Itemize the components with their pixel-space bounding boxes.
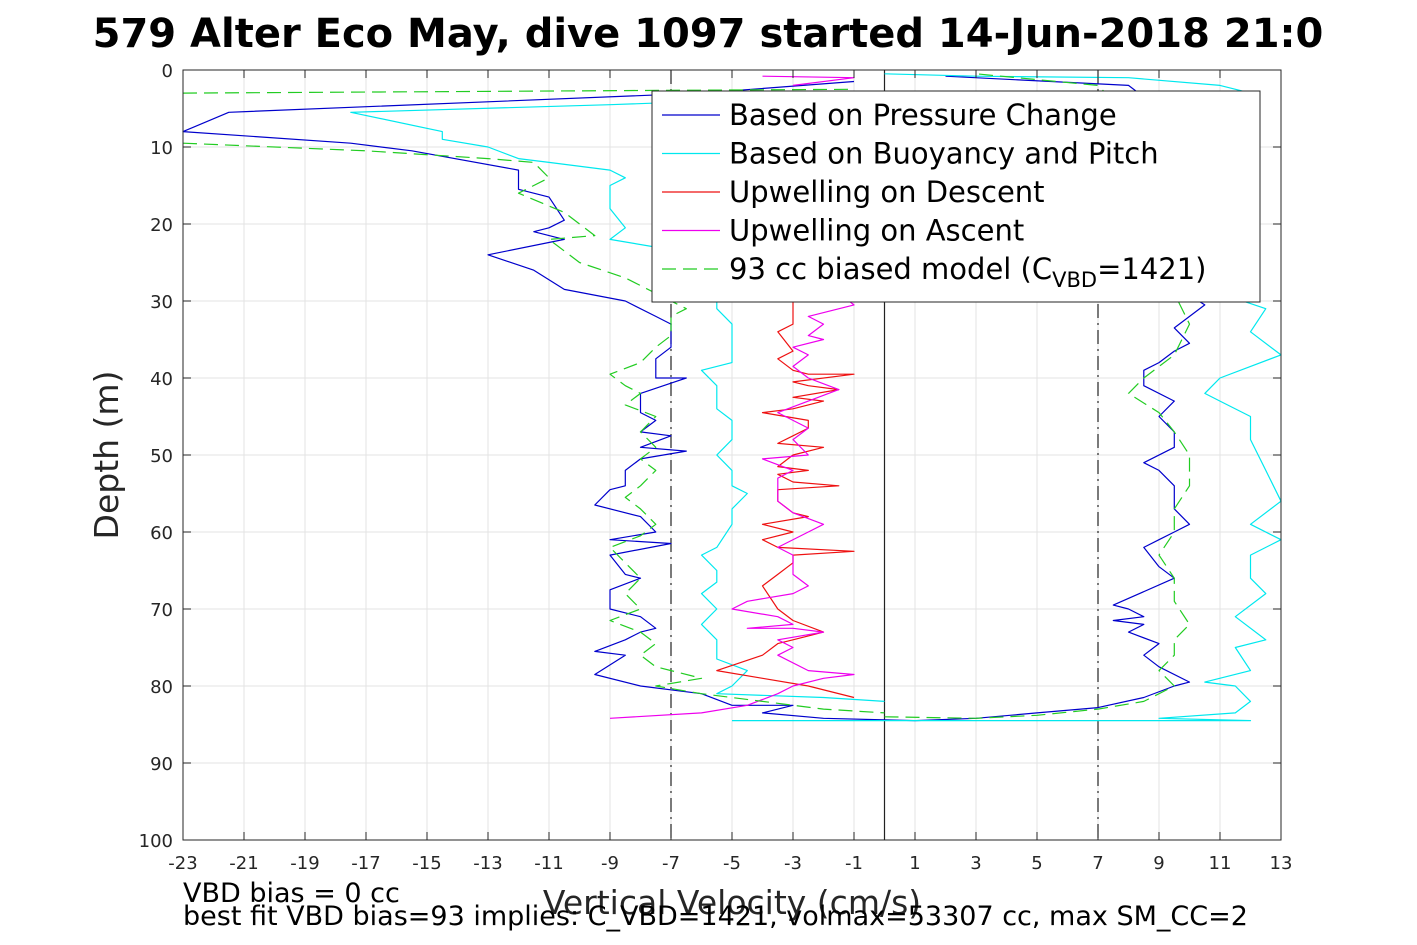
y-tick-label: 40	[150, 369, 173, 390]
x-tick-label: -5	[723, 853, 741, 874]
series-line	[609, 292, 855, 719]
x-tick-label: -19	[290, 853, 319, 874]
x-tick-label: -13	[473, 853, 502, 874]
y-tick-label: 20	[150, 215, 173, 236]
legend-label: Based on Pressure Change	[729, 98, 1117, 132]
x-tick-label: 1	[909, 853, 920, 874]
x-tick-labels: -23 -21 -19 -17 -15 -13 -11 -9 -7 -5 -3 -1 1 3 5 7 9 11 13	[168, 853, 1292, 874]
y-tick-label: 90	[150, 754, 173, 775]
series-line	[762, 75, 855, 86]
legend-label: 93 cc biased model (CVBD=1421)	[729, 252, 1207, 292]
x-tick-label: 7	[1092, 853, 1103, 874]
y-tick-label: 10	[150, 138, 173, 159]
chart-title: 579 Alter Eco May, dive 1097 started 14-…	[93, 11, 1324, 57]
x-tick-label: -3	[784, 853, 802, 874]
y-tick-label: 60	[150, 523, 173, 544]
series-line	[716, 301, 855, 699]
legend-box	[651, 90, 1261, 303]
legend: Based on Pressure Change Based on Buoyanc…	[651, 90, 1261, 303]
x-tick-label: -11	[534, 853, 563, 874]
legend-label: Upwelling on Ascent	[729, 214, 1024, 248]
series-line	[182, 80, 916, 722]
legend-label: Upwelling on Descent	[729, 175, 1045, 209]
x-tick-label: 13	[1270, 853, 1293, 874]
x-tick-label: -9	[601, 853, 619, 874]
x-tick-label: -15	[412, 853, 441, 874]
y-tick-labels: 0 10 20 30 40 50 60 70 80 90 100	[139, 61, 173, 852]
x-tick-label: 5	[1031, 853, 1042, 874]
tick-marks	[182, 69, 1282, 841]
x-axis-label: Vertical Velocity (cm/s)	[543, 883, 921, 922]
x-tick-label: -21	[229, 853, 258, 874]
x-tick-label: -7	[662, 853, 680, 874]
best-fit-note: best fit VBD bias=93 implies: C_VBD=1421…	[183, 901, 1248, 932]
y-tick-label: 100	[139, 831, 173, 852]
series-line	[182, 88, 855, 94]
y-tick-label: 80	[150, 677, 173, 698]
y-tick-label: 0	[162, 61, 173, 82]
x-tick-label: 9	[1153, 853, 1164, 874]
x-tick-label: -17	[351, 853, 380, 874]
x-tick-label: 3	[970, 853, 981, 874]
y-axis-label: Depth (m)	[87, 371, 126, 540]
x-tick-label: -23	[168, 853, 197, 874]
x-tick-label: 11	[1209, 853, 1232, 874]
y-tick-label: 50	[150, 446, 173, 467]
x-tick-label: -1	[845, 853, 863, 874]
series-line	[350, 96, 885, 702]
y-tick-label: 30	[150, 292, 173, 313]
series-line	[182, 142, 885, 714]
legend-label: Based on Buoyancy and Pitch	[729, 137, 1159, 171]
vbd-bias-note: VBD bias = 0 cc	[183, 878, 400, 909]
y-tick-label: 70	[150, 600, 173, 621]
